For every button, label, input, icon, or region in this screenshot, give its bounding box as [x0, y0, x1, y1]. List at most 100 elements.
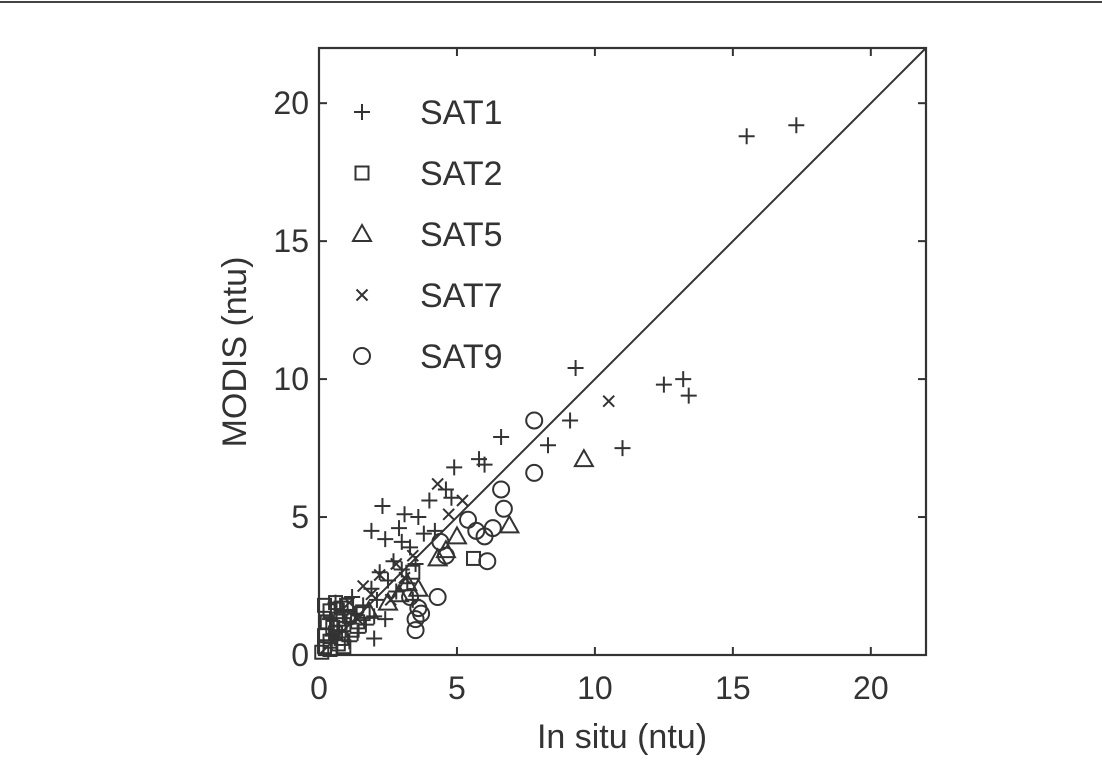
point-sat1 — [396, 506, 413, 523]
point-sat1 — [655, 376, 672, 393]
point-sat9 — [401, 588, 420, 607]
point-sat1 — [680, 387, 697, 404]
legend-marker-sat5 — [351, 222, 373, 242]
point-sat1 — [675, 371, 692, 388]
x-tick-label: 10 — [577, 670, 613, 706]
point-sat7 — [431, 477, 444, 491]
legend-label: SAT5 — [420, 216, 503, 254]
point-sat2 — [355, 606, 371, 622]
point-sat9 — [525, 463, 544, 482]
point-sat7 — [343, 596, 356, 609]
point-sat7 — [602, 394, 615, 408]
point-sat1 — [493, 429, 510, 446]
y-tick-label: 20 — [273, 85, 309, 121]
point-sat7 — [351, 612, 364, 626]
point-sat9 — [483, 519, 502, 538]
point-sat9 — [458, 510, 477, 529]
point-sat1 — [368, 591, 385, 608]
point-sat2 — [314, 644, 330, 660]
point-sat1 — [391, 520, 408, 537]
point-sat1 — [379, 572, 396, 589]
point-sat7 — [390, 557, 403, 571]
point-sat1 — [421, 492, 438, 509]
y-tick-label: 5 — [291, 499, 309, 535]
x-tick-label: 15 — [715, 670, 751, 706]
series-sat7 — [343, 394, 615, 626]
point-sat1 — [738, 128, 755, 145]
point-sat9 — [478, 552, 497, 571]
point-sat5 — [446, 525, 468, 545]
point-sat1 — [788, 117, 805, 134]
x-tick-label: 0 — [310, 670, 328, 706]
legend: SAT1 SAT2 SAT5 SAT7 SAT9 — [351, 94, 503, 376]
point-sat9 — [436, 546, 455, 565]
reference-line-layer — [318, 47, 927, 656]
x-axis-label: In situ (ntu) — [537, 718, 707, 756]
point-sat1 — [443, 489, 460, 506]
point-sat1 — [377, 531, 394, 548]
point-sat9 — [406, 621, 425, 640]
point-sat1 — [410, 509, 427, 526]
point-sat7 — [398, 571, 411, 584]
point-sat7 — [365, 588, 378, 601]
point-sat9 — [412, 604, 431, 623]
point-sat5 — [357, 599, 380, 619]
point-sat7 — [373, 568, 386, 582]
y-tick-label: 10 — [273, 361, 309, 397]
point-sat1 — [366, 630, 383, 647]
point-sat1 — [446, 459, 463, 476]
point-sat7 — [406, 549, 420, 562]
legend-label: SAT1 — [420, 94, 503, 132]
point-sat9 — [428, 588, 447, 607]
legend-item-sat9: SAT9 — [353, 338, 503, 376]
series-sat1 — [322, 117, 805, 650]
point-sat1 — [363, 522, 380, 539]
point-sat5 — [573, 448, 595, 468]
data-points-layer — [314, 117, 805, 660]
point-sat1 — [322, 611, 339, 628]
point-sat7 — [442, 508, 455, 521]
point-sat7 — [384, 593, 397, 607]
point-sat9 — [492, 480, 511, 499]
y-tick-label: 0 — [291, 637, 309, 673]
legend-marker-sat9 — [353, 347, 371, 365]
point-sat7 — [456, 494, 469, 507]
point-sat9 — [406, 610, 425, 629]
point-sat1 — [614, 440, 631, 457]
point-sat9 — [525, 411, 544, 430]
point-sat5 — [498, 514, 521, 534]
legend-item-sat5: SAT5 — [351, 216, 503, 254]
legend-marker-sat7 — [355, 288, 369, 302]
point-sat1 — [371, 564, 388, 581]
legend-marker-sat2 — [354, 165, 370, 181]
point-sat1 — [567, 360, 584, 377]
x-tick-label: 5 — [448, 670, 466, 706]
axis-ticks-layer: 0 5 10 15 20 0 5 10 15 20 — [273, 48, 926, 706]
point-sat1 — [374, 498, 391, 515]
point-sat1 — [437, 481, 454, 498]
point-sat2 — [405, 564, 421, 580]
point-sat1 — [377, 611, 394, 628]
point-sat2 — [336, 639, 352, 655]
legend-label: SAT7 — [420, 277, 503, 315]
legend-label: SAT2 — [420, 155, 503, 193]
point-sat1 — [415, 525, 432, 542]
plot-frame — [317, 46, 928, 657]
series-sat9 — [401, 411, 544, 640]
point-sat1 — [562, 412, 579, 429]
legend-item-sat2: SAT2 — [354, 155, 503, 193]
point-sat9 — [494, 499, 513, 518]
legend-label: SAT9 — [420, 338, 503, 376]
y-axis-label: MODIS (ntu) — [216, 257, 254, 448]
point-sat1 — [393, 533, 410, 550]
y-tick-label: 15 — [273, 223, 309, 259]
legend-marker-sat1 — [354, 104, 370, 120]
one-to-one-line — [318, 47, 927, 656]
point-sat1 — [540, 437, 557, 454]
point-sat1 — [476, 456, 493, 473]
x-tick-label: 20 — [853, 670, 889, 706]
legend-item-sat1: SAT1 — [354, 94, 503, 132]
legend-item-sat7: SAT7 — [355, 277, 503, 315]
